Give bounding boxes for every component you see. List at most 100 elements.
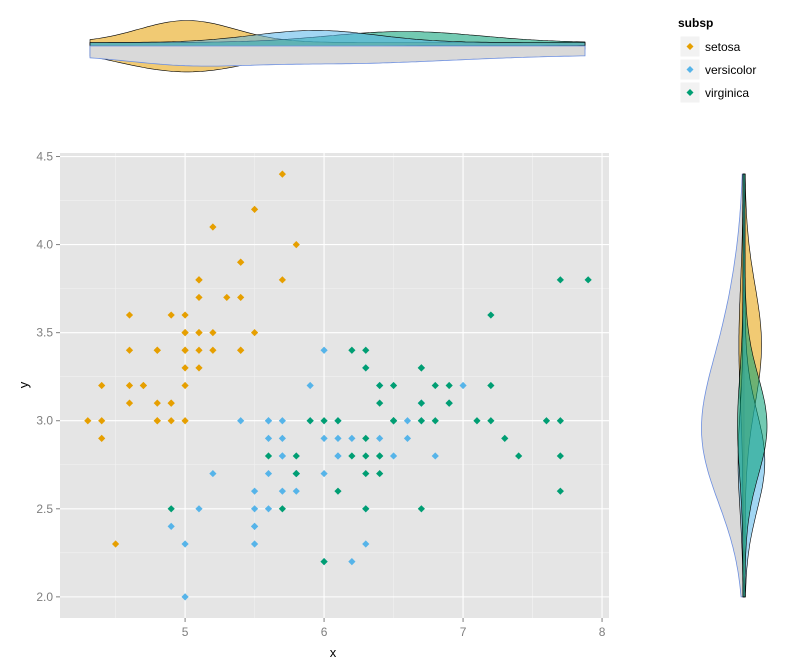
scatter-point-virginica [362, 346, 370, 354]
scatter-point-virginica [320, 417, 328, 425]
scatter-point-setosa [153, 417, 161, 425]
top-density-total [89, 45, 586, 67]
scatter-point-setosa [209, 329, 217, 337]
scatter-point-setosa [195, 293, 203, 302]
scatter-point-versicolor [389, 452, 398, 460]
scatter-point-virginica [445, 399, 453, 407]
y-tick-label: 4.0 [36, 238, 53, 252]
scatter-point-virginica [389, 417, 398, 425]
scatter-point-setosa [98, 434, 106, 442]
scatter-point-virginica [556, 487, 564, 495]
top-marginal-density [89, 20, 586, 73]
scatter-point-setosa [84, 417, 92, 425]
scatter-point-versicolor [264, 505, 273, 513]
scatter-point-versicolor [334, 434, 342, 442]
y-tick-label: 2.5 [36, 502, 53, 516]
scatter-point-versicolor [181, 540, 189, 548]
scatter-point-virginica [417, 417, 425, 425]
legend-title: subsp [678, 16, 713, 30]
scatter-point-versicolor [320, 434, 328, 442]
scatter-point-versicolor [320, 469, 328, 478]
scatter-point-versicolor [306, 381, 314, 390]
scatter-point-virginica [487, 311, 495, 319]
scatter-point-versicolor [278, 452, 286, 460]
panel-background [60, 153, 609, 618]
scatter-point-versicolor [264, 469, 273, 478]
scatter-point-virginica [431, 381, 439, 390]
y-tick-label: 4.5 [36, 150, 53, 164]
x-tick-label: 8 [599, 625, 606, 639]
scatter-point-virginica [292, 469, 300, 478]
scatter-point-virginica [487, 417, 495, 425]
x-tick-label: 6 [321, 625, 328, 639]
scatter-point-virginica [348, 452, 356, 460]
scatter-point-versicolor [250, 540, 259, 548]
scatter-point-virginica [556, 417, 564, 425]
scatter-point-setosa [195, 329, 203, 337]
scatter-point-versicolor [292, 487, 300, 495]
scatter-point-versicolor [278, 487, 286, 495]
scatter-point-virginica [348, 346, 356, 354]
right-density-total [701, 173, 745, 598]
scatter-point-versicolor [403, 417, 412, 425]
scatter-point-setosa [223, 293, 231, 302]
scatter-point-setosa [181, 329, 189, 337]
scatter-point-versicolor [250, 505, 259, 513]
legend-swatch-setosa [686, 43, 694, 50]
scatter-point-setosa [167, 311, 175, 319]
scatter-point-virginica [473, 417, 481, 425]
scatter-point-versicolor [431, 452, 439, 460]
scatter-point-setosa [237, 258, 245, 266]
scatter-point-versicolor [403, 434, 412, 442]
scatter-point-virginica [376, 469, 384, 478]
scatter-point-virginica [556, 276, 564, 284]
y-axis-ticks: 2.0 2.5 3.0 3.5 4.0 4.5 [36, 150, 60, 604]
scatter-point-virginica [362, 434, 370, 442]
scatter-point-versicolor [250, 487, 259, 495]
scatter-point-setosa [153, 399, 161, 407]
scatter-point-setosa [98, 417, 106, 425]
scatter-point-setosa [167, 399, 175, 407]
scatter-point-virginica [362, 469, 370, 478]
scatter-point-setosa [209, 346, 217, 354]
scatter-point-setosa [181, 346, 189, 354]
scatter-point-setosa [292, 240, 300, 249]
legend-label-setosa: setosa [705, 40, 741, 54]
x-tick-label: 7 [460, 625, 467, 639]
legend-swatch-versicolor [686, 66, 694, 73]
scatter-point-setosa [125, 381, 134, 390]
scatter-point-setosa [125, 346, 134, 354]
y-axis-title: y [16, 381, 31, 388]
scatter-point-versicolor [376, 434, 384, 442]
scatter-point-versicolor [209, 469, 217, 478]
scatter-point-versicolor [348, 434, 356, 442]
scatter-point-virginica [167, 505, 175, 513]
legend-label-versicolor: versicolor [705, 63, 756, 77]
scatter-point-virginica [278, 505, 286, 513]
scatter-point-setosa [278, 276, 286, 284]
scatter-point-virginica [292, 452, 300, 460]
scatter-point-setosa [237, 346, 245, 354]
scatter-point-virginica [584, 276, 592, 284]
scatter-point-virginica [417, 505, 425, 513]
x-axis-ticks: 5 6 7 8 [182, 618, 606, 639]
points [84, 170, 592, 601]
scatter-point-versicolor [167, 522, 175, 531]
scatter-point-virginica [362, 364, 370, 372]
scatter-point-setosa [209, 223, 217, 231]
scatter-point-versicolor [362, 540, 370, 548]
scatter-point-setosa [98, 381, 106, 390]
scatter-point-virginica [334, 417, 342, 425]
scatter-point-setosa [125, 311, 134, 319]
legend-swatch-virginica [686, 89, 694, 96]
scatter-point-virginica [376, 399, 384, 407]
scatter-point-virginica [515, 452, 523, 460]
scatter-point-virginica [334, 487, 342, 495]
scatter-point-virginica [417, 364, 425, 372]
y-tick-label: 3.5 [36, 326, 53, 340]
scatter-point-setosa [181, 311, 189, 319]
scatter-point-virginica [417, 399, 425, 407]
scatter-point-setosa [181, 417, 189, 425]
right-marginal-density [701, 173, 768, 598]
